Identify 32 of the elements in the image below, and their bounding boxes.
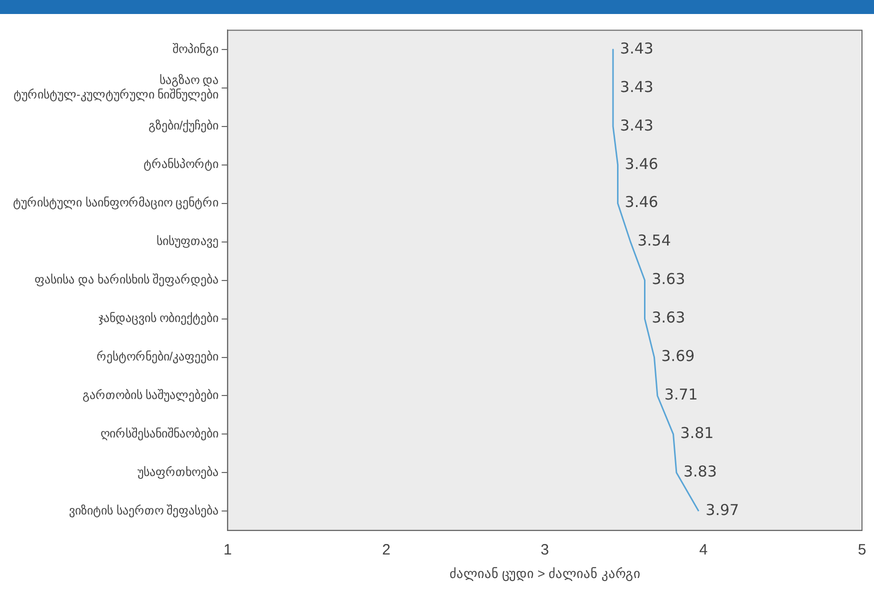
y-tick-label: ფასისა და ხარისხის შეფარდება: [34, 272, 219, 287]
x-axis-title: ძალიან ცუდი > ძალიან კარგი: [449, 566, 640, 582]
data-label: 3.46: [624, 193, 658, 212]
data-label: 3.43: [620, 39, 654, 58]
y-tick-label: გზები/ქუჩები: [148, 118, 219, 133]
y-tick-label: უსაფრთხოება: [138, 464, 219, 479]
x-tick-label: 5: [858, 542, 866, 559]
data-label: 3.69: [661, 347, 695, 366]
y-tick-label: საგზაო და ტურისტულ-კულტურული ნიშნულები: [13, 73, 219, 102]
data-label: 3.97: [706, 501, 740, 520]
y-tick-label: სისუფთავე: [156, 234, 219, 248]
data-label: 3.43: [620, 116, 654, 134]
x-tick-label: 4: [699, 542, 708, 559]
data-label: 3.63: [652, 308, 686, 327]
y-tick-label: ტრანსპორტი: [144, 157, 219, 172]
data-label: 3.71: [664, 386, 698, 404]
data-label: 3.46: [624, 154, 658, 173]
data-label: 3.81: [680, 424, 714, 442]
x-tick-label: 1: [223, 542, 232, 559]
data-label: 3.43: [620, 78, 654, 96]
x-tick-label: 3: [540, 542, 550, 559]
y-tick-label: ვიზიტის საერთო შეფასება: [68, 503, 219, 518]
data-label: 3.83: [683, 462, 717, 481]
data-label: 3.63: [652, 270, 686, 288]
x-tick-label: 2: [382, 542, 390, 559]
y-tick-label: რესტორნები/კაფეები: [96, 350, 219, 364]
y-tick-label: ჯანდაცვის ობიექტები: [98, 311, 219, 326]
y-tick-label: ტურისტული საინფორმაციო ცენტრი: [12, 196, 219, 210]
y-tick-label: ღირსშესანიშნაობები: [100, 426, 219, 441]
y-tick-label: შოპინგი: [172, 42, 219, 56]
data-label: 3.54: [637, 232, 671, 250]
y-tick-label: გართობის საშუალებები: [82, 388, 219, 402]
